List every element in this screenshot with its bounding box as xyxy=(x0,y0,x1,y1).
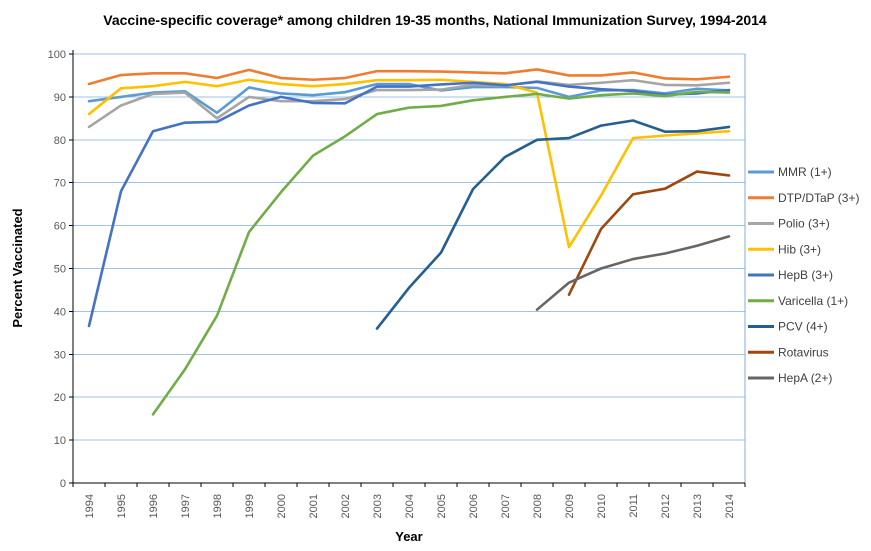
x-tick-label: 1996 xyxy=(148,494,160,518)
series-line-rotavirus xyxy=(567,170,731,296)
x-tick-label-group: 2009 xyxy=(564,494,576,518)
x-tick-label: 2014 xyxy=(724,494,736,518)
legend-item: Rotavirus xyxy=(748,345,829,359)
legend-item: Hib (3+) xyxy=(748,242,821,256)
x-tick-label-group: 2008 xyxy=(532,494,544,518)
legend-label: PCV (4+) xyxy=(778,320,828,334)
x-tick-label-group: 2002 xyxy=(340,494,352,518)
x-tick-label-group: 2001 xyxy=(308,494,320,518)
x-tick-label: 1994 xyxy=(84,494,96,518)
x-tick-label: 2013 xyxy=(692,494,704,518)
x-tick-label-group: 1996 xyxy=(148,494,160,518)
y-tick-label: 0 xyxy=(60,478,66,490)
y-tick-label: 100 xyxy=(48,49,66,61)
y-tick-label: 20 xyxy=(54,392,66,404)
x-tick-label-group: 2004 xyxy=(404,494,416,518)
x-tick-label: 2007 xyxy=(500,494,512,518)
x-tick-label-group: 2014 xyxy=(724,494,736,518)
legend-item: Varicella (1+) xyxy=(748,294,848,308)
x-tick-label: 1998 xyxy=(212,494,224,518)
x-tick-label-group: 1995 xyxy=(116,494,128,518)
legend-item: HepA (2+) xyxy=(748,371,832,385)
legend-label: Polio (3+) xyxy=(778,217,830,231)
y-axis-title: Percent Vaccinated xyxy=(10,208,25,327)
legend-item: Polio (3+) xyxy=(748,217,830,231)
series-line-hib-3 xyxy=(87,78,731,249)
legend-label: Varicella (1+) xyxy=(778,294,848,308)
x-tick-label: 2009 xyxy=(564,494,576,518)
y-tick-label: 10 xyxy=(54,435,66,447)
series-line-pcv-4 xyxy=(375,119,731,330)
x-tick-label-group: 2003 xyxy=(372,494,384,518)
legend-label: HepA (2+) xyxy=(778,371,832,385)
x-tick-label: 2006 xyxy=(468,494,480,518)
x-tick-label-group: 2006 xyxy=(468,494,480,518)
y-tick-label: 80 xyxy=(54,135,66,147)
x-tick-label-group: 2005 xyxy=(436,494,448,518)
x-tick-label: 1997 xyxy=(180,494,192,518)
series-line-polio-3 xyxy=(87,78,731,129)
legend-label: Hib (3+) xyxy=(778,242,821,256)
x-axis-title: Year xyxy=(395,529,422,544)
legend-item: PCV (4+) xyxy=(748,320,828,334)
x-tick-label: 2012 xyxy=(660,494,672,518)
y-tick-label: 50 xyxy=(54,264,66,276)
series-line-hepb-3 xyxy=(87,80,731,328)
series-line-hepa-2 xyxy=(535,235,731,311)
x-tick-label-group: 2011 xyxy=(628,494,640,518)
x-tick-label-group: 2012 xyxy=(660,494,672,518)
x-tick-label: 1999 xyxy=(244,494,256,518)
legend-item: MMR (1+) xyxy=(748,165,832,179)
y-tick-label: 40 xyxy=(54,306,66,318)
x-tick-label-group: 2000 xyxy=(276,494,288,518)
y-tick-label: 30 xyxy=(54,349,66,361)
chart-title: Vaccine-specific coverage* among childre… xyxy=(103,12,767,28)
legend-label: Rotavirus xyxy=(778,345,829,359)
x-tick-label: 2001 xyxy=(308,494,320,518)
legend-item: HepB (3+) xyxy=(748,268,833,282)
x-tick-label-group: 1998 xyxy=(212,494,224,518)
plot-area: 0 10 20 30 40 50 60 70 80 90 100 1994 1995 1996 1997 19… xyxy=(48,49,860,518)
x-tick-label: 2004 xyxy=(404,494,416,518)
x-tick-label-group: 2010 xyxy=(596,494,608,518)
x-tick-label: 1995 xyxy=(116,494,128,518)
y-tick-label: 70 xyxy=(54,178,66,190)
x-tick-label: 2008 xyxy=(532,494,544,518)
x-tick-label-group: 1994 xyxy=(84,494,96,518)
x-tick-label: 2011 xyxy=(628,494,640,518)
legend-label: HepB (3+) xyxy=(778,268,833,282)
y-tick-label: 60 xyxy=(54,221,66,233)
series-line-dtp-dtap-3 xyxy=(87,68,731,86)
x-tick-label: 2005 xyxy=(436,494,448,518)
x-tick-label-group: 2013 xyxy=(692,494,704,518)
x-tick-label: 2003 xyxy=(372,494,384,518)
x-tick-label: 2000 xyxy=(276,494,288,518)
legend-label: DTP/DTaP (3+) xyxy=(778,191,859,205)
legend-item: DTP/DTaP (3+) xyxy=(748,191,859,205)
legend-label: MMR (1+) xyxy=(778,165,832,179)
x-tick-label: 2002 xyxy=(340,494,352,518)
x-tick-label: 2010 xyxy=(596,494,608,518)
series-line-varicella-1 xyxy=(151,90,731,416)
y-tick-label: 90 xyxy=(54,92,66,104)
x-tick-label-group: 2007 xyxy=(500,494,512,518)
x-tick-label-group: 1999 xyxy=(244,494,256,518)
x-tick-label-group: 1997 xyxy=(180,494,192,518)
